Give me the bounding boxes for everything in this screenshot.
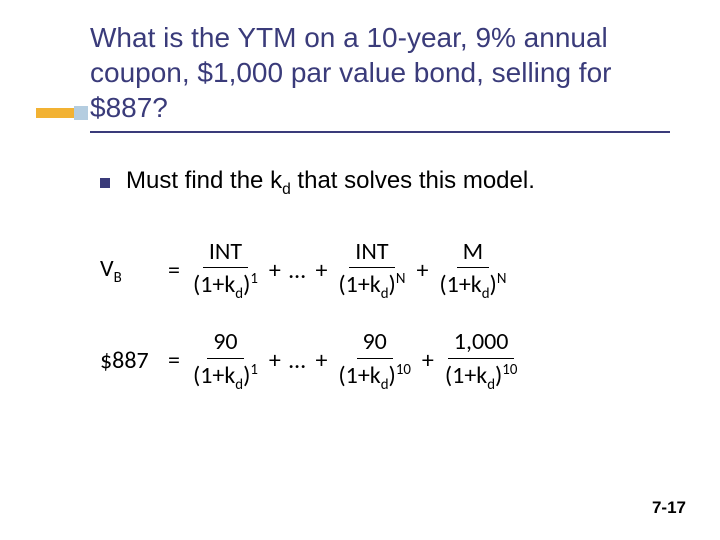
eq1-lhs-var: V (100, 254, 114, 283)
title-underline (90, 131, 670, 133)
eq1-lhs-sub: B (114, 268, 122, 286)
den-sub: d (235, 284, 243, 302)
equation-numeric: $887 = 90 (1+kd)1 + … + 90 (1+kd)10 (100, 329, 680, 392)
bullet-suffix: that solves this model. (291, 167, 535, 194)
eq2-term1: 90 (1+kd)1 (187, 329, 264, 392)
den-close: ) (389, 361, 396, 390)
eq2-t2-num: 90 (357, 329, 393, 358)
eq2-t3-num: 1,000 (448, 329, 515, 358)
eq2-t1-num: 90 (207, 329, 243, 358)
eq1-lhs: VB (100, 254, 162, 286)
den-exp: N (497, 269, 507, 287)
bullet-subscript: d (282, 181, 291, 198)
eq1-t3-num: M (457, 239, 490, 268)
slide-title: What is the YTM on a 10-year, 9% annual … (90, 20, 670, 125)
den-sub: d (381, 284, 389, 302)
eq2-lhs: $887 (100, 346, 162, 375)
eq2-term2: 90 (1+kd)10 (332, 329, 417, 392)
den-exp: 10 (396, 360, 411, 378)
den-base: (1+k (193, 270, 235, 299)
den-sub: d (235, 375, 243, 393)
den-close: ) (389, 270, 396, 299)
eq1-t3-den: (1+kd)N (433, 268, 512, 301)
den-sub: d (381, 375, 389, 393)
eq1-term3: M (1+kd)N (433, 239, 512, 302)
square-bullet-icon (100, 178, 110, 188)
bullet-item: Must find the kd that solves this model. (100, 167, 680, 199)
eq2-t1-den: (1+kd)1 (187, 359, 264, 392)
eq1-t2-den: (1+kd)N (332, 268, 411, 301)
plus-sign: + (416, 256, 428, 285)
equals-sign: = (168, 346, 180, 375)
eq1-term2: INT (1+kd)N (332, 239, 411, 302)
accent-bar (36, 108, 74, 118)
accent-square (74, 106, 88, 120)
den-sub: d (487, 375, 495, 393)
den-sub: d (482, 284, 490, 302)
den-base: (1+k (445, 361, 487, 390)
slide-container: What is the YTM on a 10-year, 9% annual … (0, 0, 720, 540)
eq2-t2-den: (1+kd)10 (332, 359, 417, 392)
title-block: What is the YTM on a 10-year, 9% annual … (90, 20, 670, 133)
plus-sign: + (269, 346, 281, 375)
den-exp: 1 (250, 269, 258, 287)
body-content: Must find the kd that solves this model.… (100, 167, 680, 392)
equals-sign: = (168, 256, 180, 285)
ellipsis: … (289, 256, 308, 285)
eq1-t1-num: INT (203, 239, 248, 268)
plus-sign: + (315, 346, 327, 375)
den-exp: 10 (502, 360, 517, 378)
page-number: 7-17 (652, 498, 686, 518)
den-close: ) (490, 270, 497, 299)
formula-block: VB = INT (1+kd)1 + … + INT (1+kd)N (100, 239, 680, 392)
den-exp: N (396, 269, 406, 287)
plus-sign: + (269, 256, 281, 285)
den-base: (1+k (338, 361, 380, 390)
eq2-term3: 1,000 (1+kd)10 (439, 329, 524, 392)
eq2-t3-den: (1+kd)10 (439, 359, 524, 392)
den-base: (1+k (193, 361, 235, 390)
eq1-t2-num: INT (349, 239, 394, 268)
bullet-text: Must find the kd that solves this model. (126, 167, 535, 199)
bullet-prefix: Must find the k (126, 167, 282, 194)
equation-general: VB = INT (1+kd)1 + … + INT (1+kd)N (100, 239, 680, 302)
plus-sign: + (315, 256, 327, 285)
plus-sign: + (422, 346, 434, 375)
eq1-t1-den: (1+kd)1 (187, 268, 264, 301)
den-exp: 1 (250, 360, 258, 378)
ellipsis: … (289, 346, 308, 375)
eq1-term1: INT (1+kd)1 (187, 239, 264, 302)
den-base: (1+k (439, 270, 481, 299)
den-base: (1+k (338, 270, 380, 299)
